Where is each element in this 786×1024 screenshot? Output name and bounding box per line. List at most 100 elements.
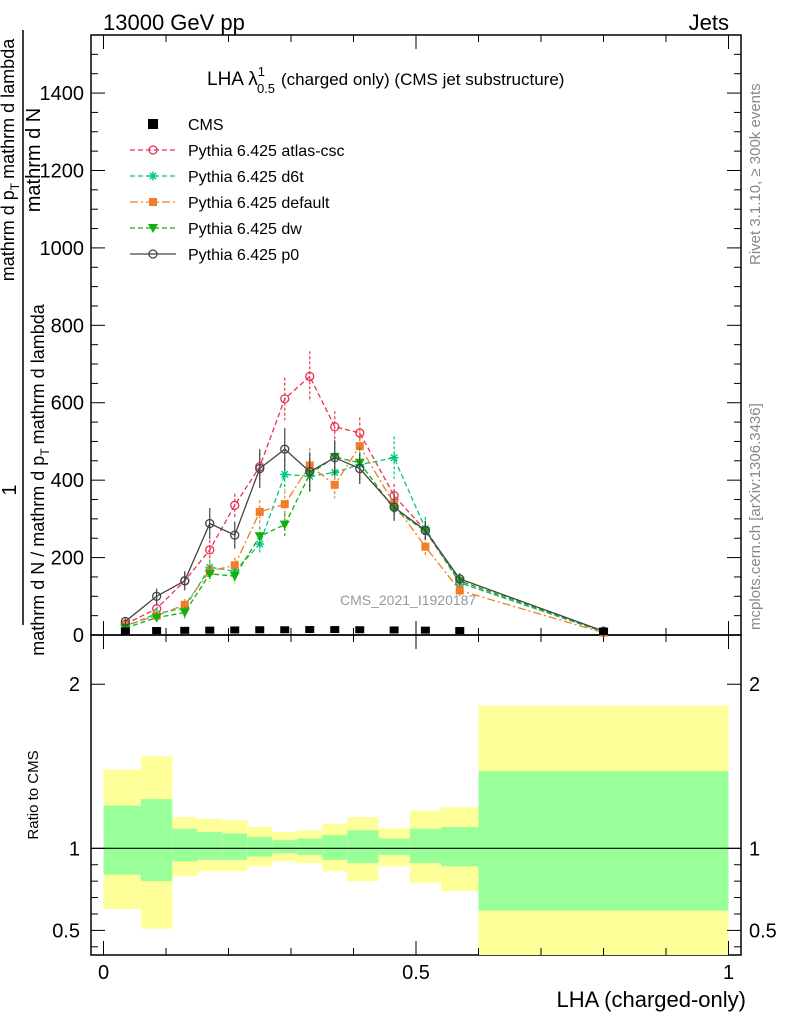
legend-item-d6t: Pythia 6.425 d6t [130, 169, 304, 186]
y-tick-label-zero: 0 [73, 625, 84, 647]
cms-point-13 [599, 627, 608, 635]
ratio-bands [103, 705, 729, 955]
ratio-band-inner-6 [272, 840, 298, 854]
plot-title-superscript: 1 [258, 64, 265, 79]
point-p0-8 [330, 453, 340, 463]
cms-point-9 [355, 626, 365, 634]
y-tick-label-6: 1400 [40, 83, 85, 105]
cms-point-0 [120, 627, 130, 635]
point-default-11 [421, 542, 430, 551]
legend-label-default: Pythia 6.425 default [188, 195, 330, 212]
legend-marker-default [149, 198, 157, 206]
x-tick-label-2: 1 [723, 962, 734, 984]
cms-point-3 [205, 626, 215, 634]
ratio-band-inner-12 [441, 827, 479, 867]
legend-item-cms: CMS [148, 117, 224, 134]
ratio-band-inner-1 [141, 799, 173, 882]
ratio-tick-label-left-0: 0.5 [52, 920, 80, 942]
point-dw-2 [179, 608, 190, 618]
y-tick-label-1: 400 [51, 470, 84, 492]
point-p0-12 [455, 574, 465, 584]
x-tick-label-1: 0.5 [402, 962, 430, 984]
ratio-band-inner-9 [347, 830, 379, 864]
ratio-band-inner-8 [322, 835, 348, 860]
point-atlas_csc-8 [330, 422, 340, 432]
ratio-tick-label-right-1: 1 [749, 838, 760, 860]
rivet-version: Rivet 3.1.10, ≥ 300k events [747, 83, 764, 265]
cms-point-12 [455, 627, 465, 635]
point-default-12 [455, 586, 464, 595]
ratio-y-label: Ratio to CMS [25, 750, 42, 839]
ratio-band-inner-2 [172, 828, 198, 862]
point-p0-2 [180, 576, 190, 586]
ratio-tick-label-right-2: 2 [749, 674, 760, 696]
point-default-9 [355, 442, 364, 451]
ratio-tick-label-left-2: 2 [69, 674, 80, 696]
cms-point-11 [420, 626, 430, 634]
point-dw-4 [229, 572, 240, 582]
point-p0-7 [305, 466, 315, 477]
cms-point-10 [389, 626, 399, 634]
header-right: Jets [689, 10, 729, 35]
ratio-band-inner-13 [478, 771, 729, 911]
legend-item-dw: Pythia 6.425 dw [130, 221, 302, 238]
mcplots-credit: mcplots.cern.ch [arXiv:1306.3436] [747, 403, 764, 630]
legend-marker-dw [148, 224, 158, 233]
cms-point-7 [305, 626, 315, 634]
point-p0-4 [230, 530, 240, 540]
point-d6t-10 [389, 453, 399, 463]
point-dw-6 [279, 520, 290, 530]
y-tick-label-4: 1000 [40, 238, 85, 260]
header-left: 13000 GeV pp [103, 10, 245, 35]
x-tick-label-0: 0 [98, 962, 109, 984]
legend-marker-cms [148, 119, 158, 129]
legend-item-p0: Pythia 6.425 p0 [130, 247, 299, 264]
ratio-band-inner-0 [103, 805, 141, 875]
point-p0-1 [151, 591, 162, 601]
point-d6t-6 [280, 469, 290, 479]
y-tick-label-0: 200 [51, 548, 84, 570]
cms-point-8 [330, 626, 340, 634]
cms-point-6 [280, 626, 290, 634]
plot-title: LHA λ1 0.5 (charged only) (CMS jet substru… [207, 64, 564, 96]
y-tick-label-2: 600 [51, 393, 84, 415]
point-p0-10 [389, 502, 399, 512]
legend-marker-atlas_csc [148, 145, 158, 155]
plot-title-main: LHA λ [207, 69, 258, 90]
point-atlas_csc-3 [205, 545, 215, 555]
point-dw-5 [254, 532, 265, 542]
series-line-p0 [124, 448, 604, 632]
point-p0-3 [205, 518, 215, 529]
plot-title-subscript: 0.5 [257, 81, 275, 96]
point-default-8 [330, 480, 339, 489]
ratio-tick-label-right-0: 0.5 [749, 920, 777, 942]
point-dw-1 [151, 613, 162, 623]
ratio-band-inner-5 [247, 836, 273, 857]
ratio-band-inner-11 [409, 828, 441, 864]
point-atlas_csc-6 [280, 394, 290, 404]
legend: CMS Pythia 6.425 atlas-csc Pythia 6.425 d6… [130, 117, 345, 264]
ratio-band-inner-7 [297, 838, 323, 855]
series-line-default [125, 444, 604, 634]
y-axis-label-numerator: mathrm d pTmathrm d lambda [0, 38, 22, 281]
legend-label-cms: CMS [188, 117, 224, 134]
ratio-band-inner-10 [378, 838, 410, 855]
point-p0-5 [255, 463, 265, 474]
y-axis-label-one: mathrm d N [23, 108, 45, 212]
ratio-band-inner-4 [222, 833, 248, 860]
ratio-tick-label-left-1: 1 [69, 838, 80, 860]
point-p0-6 [280, 444, 290, 454]
y-tick-label-5: 1200 [40, 160, 85, 182]
legend-item-default: Pythia 6.425 default [130, 195, 330, 212]
cms-data-points [120, 626, 608, 635]
ratio-band-inner-3 [197, 831, 223, 860]
cms-point-5 [255, 626, 265, 634]
series-line-atlas_csc [125, 375, 604, 633]
point-p0-9 [355, 463, 365, 474]
point-p0-0 [120, 616, 131, 627]
x-axis-label: LHA (charged-only) [556, 987, 746, 1012]
y-tick-label-3: 800 [51, 315, 84, 337]
cms-point-4 [230, 626, 240, 634]
point-default-2 [180, 600, 189, 609]
